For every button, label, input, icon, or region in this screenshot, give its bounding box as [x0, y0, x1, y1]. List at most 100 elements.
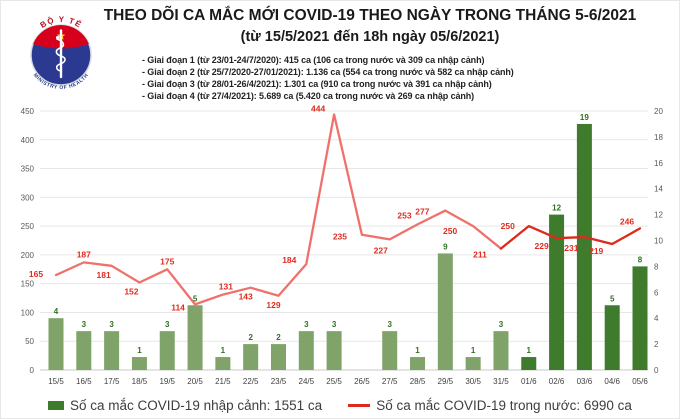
bar	[298, 331, 314, 370]
x-axis-label: 21/5	[215, 377, 231, 386]
bar-value-label: 3	[387, 320, 392, 329]
line-value-label: 229	[534, 241, 548, 251]
right-axis-tick-label: 12	[654, 211, 663, 220]
right-axis-tick-label: 2	[654, 340, 659, 349]
x-axis-label: 19/5	[159, 377, 175, 386]
bar	[604, 305, 620, 370]
line-value-label: 129	[266, 300, 280, 310]
x-axis-label: 04/6	[604, 377, 620, 386]
x-axis-label: 31/5	[493, 377, 509, 386]
chart-legend: Số ca mắc COVID-19 nhập cảnh: 1551 ca Số…	[0, 394, 680, 416]
bar-value-label: 3	[82, 320, 87, 329]
line-value-label: 175	[160, 256, 174, 266]
bar	[410, 357, 426, 370]
domestic-line-swatch	[348, 403, 371, 407]
left-axis-tick-label: 0	[30, 366, 35, 375]
line-value-label: 227	[374, 245, 388, 255]
page-subtitle: (từ 15/5/2021 đến 18h ngày 05/6/2021)	[240, 29, 500, 45]
bar	[76, 331, 92, 370]
right-axis-tick-label: 14	[654, 185, 663, 194]
legend-item-imported: Số ca mắc COVID-19 nhập cảnh: 1551 ca	[48, 398, 322, 413]
bar-value-label: 3	[165, 320, 170, 329]
imported-bar-swatch	[48, 400, 65, 410]
bar	[632, 266, 648, 370]
bar-value-label: 1	[221, 346, 226, 355]
bar-value-label: 1	[527, 346, 532, 355]
combo-chart: 0501001502002503003504004500246810121416…	[21, 103, 664, 386]
left-axis-tick-label: 300	[21, 193, 35, 202]
phase-4-line: - Giai đoạn 4 (từ 27/4/2021): 5.689 ca (…	[142, 91, 475, 101]
x-axis-label: 15/5	[48, 377, 64, 386]
bar-value-label: 3	[304, 320, 309, 329]
line-value-label: 114	[171, 302, 185, 312]
bar-value-label: 8	[638, 255, 643, 264]
line-value-label: 211	[473, 250, 487, 260]
right-axis-tick-label: 8	[654, 262, 659, 271]
x-axis-label: 05/6	[632, 377, 648, 386]
bar	[159, 331, 175, 370]
bar	[549, 214, 565, 370]
bar-value-label: 5	[193, 294, 198, 303]
line-value-label: 246	[620, 216, 634, 226]
bar-value-label: 2	[276, 333, 281, 342]
legend-item-domestic: Số ca mắc COVID-19 trong nước: 6990 ca	[348, 398, 632, 413]
right-axis-tick-label: 16	[654, 159, 663, 168]
phase-3-line: - Giai đoạn 3 (từ 28/01-26/4/2021): 1.30…	[142, 79, 492, 89]
line-value-label: 143	[239, 292, 253, 302]
line-value-label: 152	[124, 287, 138, 297]
x-axis-label: 30/5	[465, 377, 481, 386]
line-value-label: 277	[415, 207, 429, 217]
x-axis-label: 28/5	[410, 377, 426, 386]
x-axis-label: 23/5	[271, 377, 287, 386]
x-axis-label: 29/5	[438, 377, 454, 386]
x-axis-label: 02/6	[549, 377, 565, 386]
bar	[437, 253, 453, 370]
left-axis-tick-label: 200	[21, 251, 35, 260]
line-value-label: 131	[219, 282, 233, 292]
page-title: THEO DÕI CA MẮC MỚI COVID-19 THEO NGÀY T…	[103, 7, 637, 24]
bar	[104, 331, 120, 370]
bar	[465, 357, 481, 370]
line-value-label: 181	[97, 270, 111, 280]
bar	[215, 357, 231, 370]
left-axis-tick-label: 450	[21, 107, 35, 116]
bar-value-label: 12	[552, 204, 561, 213]
x-axis-label: 16/5	[76, 377, 92, 386]
bar-value-label: 1	[137, 346, 142, 355]
right-axis-tick-label: 6	[654, 288, 659, 297]
left-axis-tick-label: 50	[25, 337, 34, 346]
bar	[326, 331, 342, 370]
line-value-label: 444	[311, 103, 325, 113]
line-value-label: 250	[443, 226, 457, 236]
line-value-label: 250	[501, 221, 515, 231]
ministry-of-health-logo: BỘ Y TẾ MINISTRY OF HEALTH	[30, 15, 92, 91]
x-axis-label: 26/5	[354, 377, 370, 386]
bar	[187, 305, 203, 370]
bar-value-label: 3	[332, 320, 337, 329]
line-value-label: 184	[282, 255, 296, 265]
left-axis-tick-label: 350	[21, 165, 35, 174]
right-axis-tick-label: 0	[654, 366, 659, 375]
phase-summary: - Giai đoạn 1 (từ 23/01-24/7/2020): 415 …	[142, 54, 514, 102]
bar	[382, 331, 398, 370]
bar-value-label: 3	[109, 320, 114, 329]
snake-head	[56, 36, 60, 40]
bar-value-label: 9	[443, 242, 448, 251]
x-axis-label: 22/5	[243, 377, 259, 386]
line-value-label: 253	[397, 210, 411, 220]
right-axis-tick-label: 4	[654, 314, 659, 323]
bar-value-label: 4	[54, 307, 59, 316]
line-value-label: 165	[29, 269, 43, 279]
x-axis-label: 20/5	[187, 377, 203, 386]
line-value-label: 187	[77, 249, 91, 259]
left-axis-tick-label: 100	[21, 308, 35, 317]
left-axis-tick-label: 400	[21, 136, 35, 145]
bar	[131, 357, 147, 370]
x-axis-label: 24/5	[299, 377, 315, 386]
phase-1-line: - Giai đoạn 1 (từ 23/01-24/7/2020): 415 …	[142, 55, 485, 65]
bar-value-label: 19	[580, 113, 589, 122]
bar-value-label: 1	[415, 346, 420, 355]
legend-label-domestic: Số ca mắc COVID-19 trong nước: 6990 ca	[376, 397, 632, 413]
snake-icon	[55, 38, 66, 72]
bar-value-label: 2	[248, 333, 253, 342]
